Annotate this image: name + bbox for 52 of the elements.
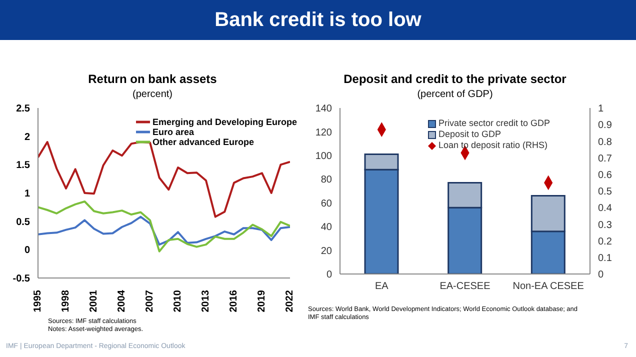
line-series xyxy=(38,216,290,246)
y2-tick-label: 0.5 xyxy=(598,186,612,198)
chart-title: Deposit and credit to the private sector xyxy=(342,72,568,86)
x-tick-label: 1995 xyxy=(32,290,44,312)
y-tick-label: 120 xyxy=(315,127,332,138)
y2-tick-label: 0.4 xyxy=(598,203,612,214)
chart-subtitle: (percent of GDP) xyxy=(416,89,494,100)
x-tick-label: 2001 xyxy=(88,290,100,312)
x-tick-label: 1998 xyxy=(60,290,72,312)
x-tick-label: Non-EA CESEE xyxy=(512,281,584,292)
y2-tick-label: 0.1 xyxy=(598,252,612,264)
legend-label: Deposit to GDP xyxy=(438,129,501,140)
y-tick-label: 0 xyxy=(326,270,332,281)
y-tick-label: 80 xyxy=(320,174,332,186)
y-tick-label: 60 xyxy=(320,198,332,210)
y-tick-label: 0 xyxy=(24,245,30,256)
y-tick-label: 40 xyxy=(320,222,332,234)
y2-tick-label: 0.2 xyxy=(598,236,612,248)
y2-tick-label: 0.9 xyxy=(598,120,612,132)
legend-label: Private sector credit to GDP xyxy=(438,118,550,129)
x-tick-label: 2016 xyxy=(228,290,240,312)
y2-tick-label: 0.7 xyxy=(598,153,612,164)
chart-title: Return on bank assets xyxy=(87,72,218,86)
x-tick-label: 2013 xyxy=(200,290,212,312)
y2-tick-label: 0.3 xyxy=(598,220,612,231)
x-tick-label: EA-CESEE xyxy=(440,281,491,292)
y-tick-label: 100 xyxy=(315,150,332,162)
line-series xyxy=(38,200,290,252)
x-tick-label: 2022 xyxy=(284,290,296,312)
y-tick-label: -0.5 xyxy=(12,274,30,285)
x-tick-label: EA xyxy=(374,281,389,292)
y2-tick-label: 1 xyxy=(598,104,604,115)
x-tick-label: 2019 xyxy=(256,290,268,312)
y2-tick-label: 0.6 xyxy=(598,170,612,181)
x-tick-label: 2004 xyxy=(116,290,128,312)
y2-tick-label: 0.8 xyxy=(598,136,612,148)
text: Bank credit is too low xyxy=(0,0,636,40)
y-tick-label: 140 xyxy=(315,104,332,115)
y2-tick-label: 0 xyxy=(598,270,604,281)
y-tick-label: 20 xyxy=(320,246,332,257)
chart-subtitle: (percent) xyxy=(131,89,174,100)
y-tick-label: 1 xyxy=(24,188,30,200)
legend-label: Other advanced Europe xyxy=(152,137,254,147)
y-tick-label: 2 xyxy=(24,132,30,143)
x-tick-label: 2007 xyxy=(144,290,156,312)
y-tick-label: 0.5 xyxy=(16,216,30,228)
legend-label: Loan to deposit ratio (RHS) xyxy=(438,140,548,151)
x-tick-label: 2010 xyxy=(172,290,184,312)
legend-label: Euro area xyxy=(152,127,194,137)
y-tick-label: 2.5 xyxy=(16,104,30,115)
legend-label: Emerging and Developing Europe xyxy=(152,117,297,127)
y-tick-label: 1.5 xyxy=(16,160,30,172)
